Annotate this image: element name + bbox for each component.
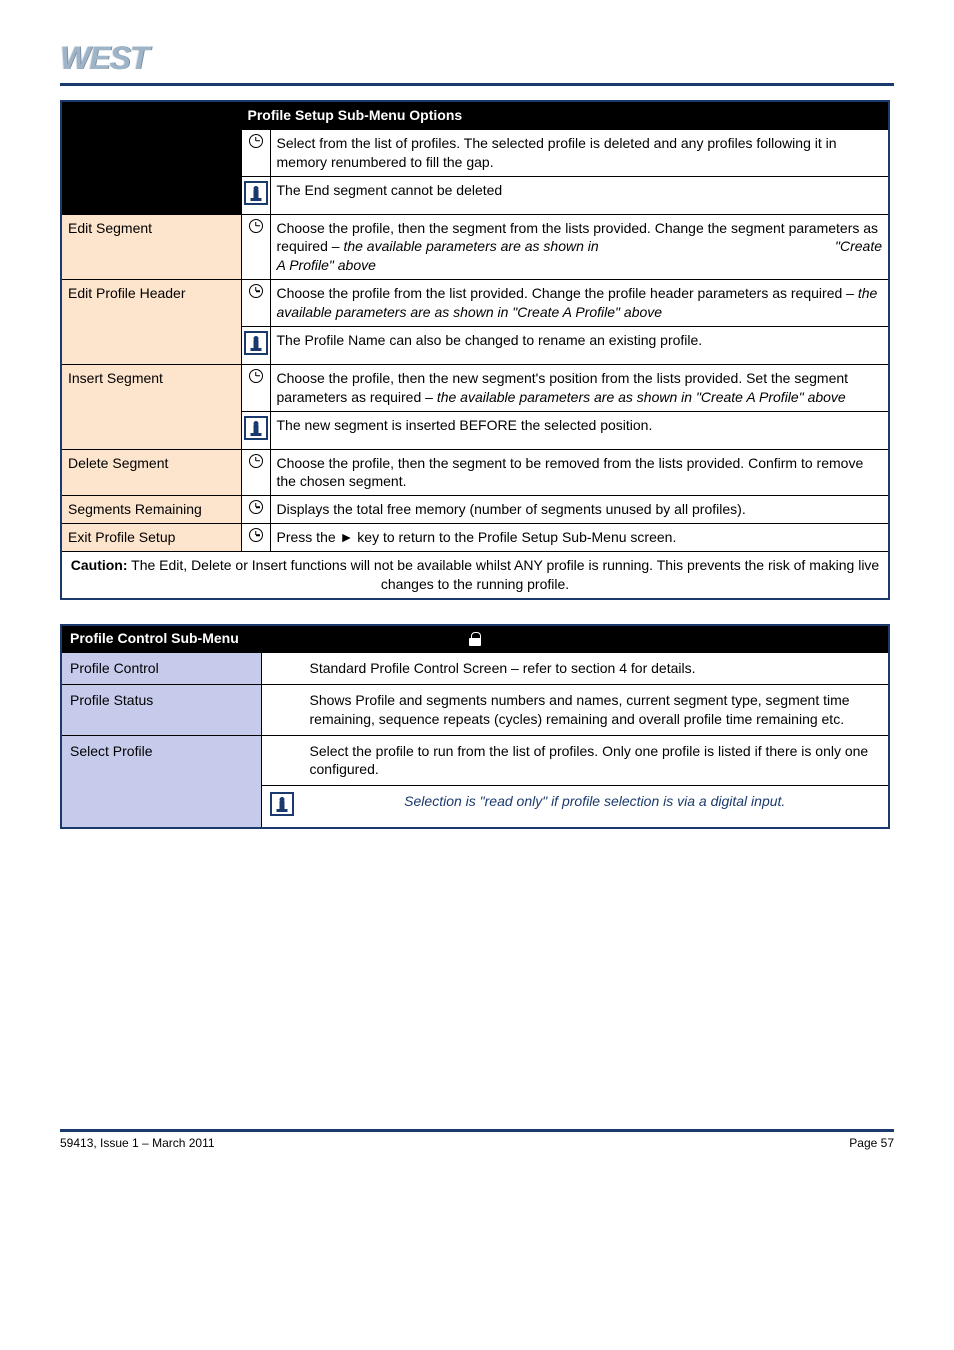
footer-right: Page 57 — [849, 1136, 894, 1150]
lock-icon — [469, 632, 481, 646]
t1-caution: Caution: The Edit, Delete or Insert func… — [61, 552, 889, 599]
clock-icon — [241, 280, 270, 327]
t1-r9-text: Press the ► key to return to the Profile… — [270, 524, 889, 552]
t1-r4-text: The Profile Name can also be changed to … — [270, 327, 889, 365]
t1-left-delete-seg: Delete Segment — [61, 449, 241, 496]
t1-r8-text: Displays the total free memory (number o… — [270, 496, 889, 524]
t2-left-profile-status: Profile Status — [61, 684, 261, 735]
t1-r1-text: The End segment cannot be deleted — [270, 176, 889, 214]
t2-header-left: Profile Control Sub-Menu — [70, 629, 239, 648]
page-footer: 59413, Issue 1 – March 2011 Page 57 — [60, 1132, 894, 1170]
t1-caution-text: The Edit, Delete or Insert functions wil… — [131, 557, 879, 592]
t2-r0-text: Standard Profile Control Screen – refer … — [302, 652, 890, 684]
t1-header: Profile Setup Sub-Menu Options — [241, 101, 889, 129]
clock-icon — [241, 129, 270, 176]
t2-r1-text: Shows Profile and segments numbers and n… — [302, 684, 890, 735]
brand-logo: WEST — [60, 40, 894, 77]
t2-header: Profile Control Sub-Menu — [61, 625, 889, 653]
t1-r5-text: Choose the profile, then the new segment… — [270, 364, 889, 411]
t1-header-left — [61, 101, 241, 129]
t1-left-seg-remain: Segments Remaining — [61, 496, 241, 524]
info-icon — [261, 786, 302, 828]
t1-r6-text: The new segment is inserted BEFORE the s… — [270, 411, 889, 449]
logo-text: WEST — [60, 40, 148, 76]
t2-icon1 — [261, 684, 302, 735]
info-icon — [241, 176, 270, 214]
clock-icon — [241, 496, 270, 524]
profile-control-table: Profile Control Sub-Menu Profile Control… — [60, 624, 890, 829]
t2-icon2 — [261, 735, 302, 786]
clock-icon — [241, 364, 270, 411]
t1-r0-text: Select from the list of profiles. The se… — [270, 129, 889, 176]
t1-left-edit-segment: Edit Segment — [61, 214, 241, 280]
t1-left-insert-seg: Insert Segment — [61, 364, 241, 449]
t2-left-select-profile: Select Profile — [61, 735, 261, 828]
t2-r2-note: Selection is "read only" if profile sele… — [302, 786, 890, 828]
t1-r7-text: Choose the profile, then the segment to … — [270, 449, 889, 496]
t1-r2-text: Choose the profile, then the segment fro… — [270, 214, 889, 280]
profile-setup-table: Profile Setup Sub-Menu Options Select fr… — [60, 100, 890, 600]
header-rule — [60, 83, 894, 86]
t1-left-edit-header: Edit Profile Header — [61, 280, 241, 365]
t2-left-profile-control: Profile Control — [61, 652, 261, 684]
t1-r3-text: Choose the profile from the list provide… — [270, 280, 889, 327]
info-icon — [241, 411, 270, 449]
footer-left: 59413, Issue 1 – March 2011 — [60, 1136, 215, 1150]
t2-r2-text: Select the profile to run from the list … — [302, 735, 890, 786]
clock-icon — [241, 214, 270, 280]
clock-icon — [241, 449, 270, 496]
info-icon — [241, 327, 270, 365]
t2-icon0 — [261, 652, 302, 684]
clock-icon — [241, 524, 270, 552]
t1-left-exit: Exit Profile Setup — [61, 524, 241, 552]
t1-left-delete-profile — [61, 129, 241, 214]
